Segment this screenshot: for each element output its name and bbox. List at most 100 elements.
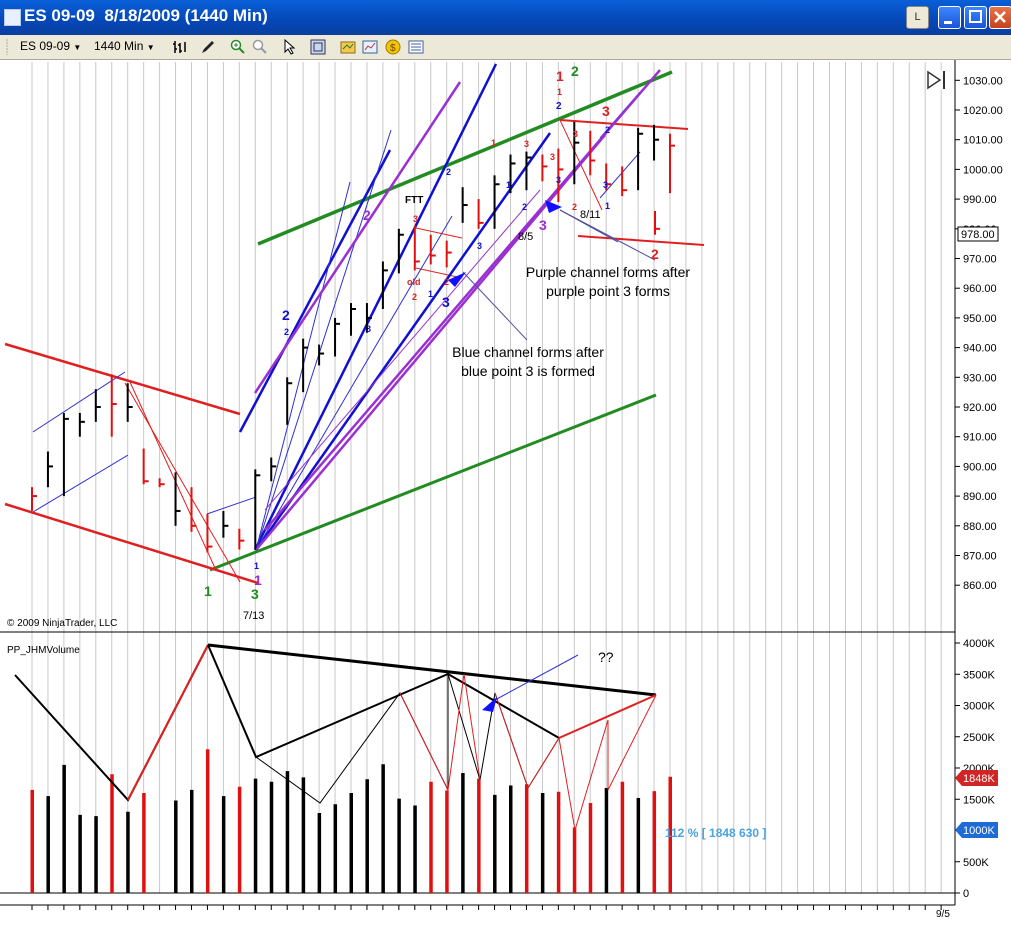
purple-note-line1: Purple channel forms after [526, 264, 691, 280]
price-bar [669, 133, 675, 194]
chart-panel[interactable]: 1030.001020.001010.001000.00990.00980.00… [0, 60, 1011, 925]
green-point-2: 2 [571, 63, 579, 79]
red-thin-line [415, 227, 463, 239]
red-thin-line [415, 267, 463, 279]
minimize-button[interactable] [938, 6, 961, 29]
play-end-icon [927, 70, 942, 90]
volume-bar [588, 803, 593, 893]
purple-callout-line [559, 209, 656, 261]
blue-point-3-small: 3 [603, 180, 608, 190]
volume-bar [94, 816, 98, 893]
volume-bar [205, 749, 210, 893]
price-bar [461, 187, 468, 223]
volume-level-label: 1000K [963, 825, 995, 837]
blue-callout-line [462, 271, 528, 341]
price-bar [190, 487, 197, 532]
volume-tick-label: 3000K [963, 701, 995, 713]
green-channel-lower [209, 393, 657, 572]
blue-point-1-small: 1 [605, 201, 610, 211]
price-tick-label: 910.00 [963, 432, 997, 444]
price-tick-label: 900.00 [963, 461, 997, 473]
last-price-label: 978.00 [961, 229, 995, 241]
price-bar [445, 240, 452, 268]
drawing-tools-icon[interactable] [200, 39, 216, 55]
red-point-2: 2 [651, 246, 659, 262]
red-point-2-small: 2 [572, 202, 577, 212]
ftt-label: FTT [405, 195, 423, 206]
bar-style-icon[interactable] [172, 39, 188, 55]
red-channel-lower [4, 502, 259, 585]
blue-point-1: 1 [254, 561, 259, 571]
link-button[interactable]: L [906, 6, 929, 29]
data-box-icon[interactable] [408, 39, 424, 55]
volume-bar [381, 764, 385, 893]
price-tick-label: 1030.00 [963, 75, 1003, 87]
volume-bar [253, 778, 258, 893]
price-bar [637, 127, 644, 191]
blue-note-line2: blue point 3 is formed [461, 363, 595, 379]
red-point-3-small: 3 [524, 139, 529, 149]
red-flag-upper [559, 119, 689, 130]
time-axis [31, 905, 942, 910]
close-icon [994, 11, 1006, 23]
volume-bar [30, 789, 34, 893]
blue-point-2-small: 2 [605, 125, 610, 135]
volume-bar [301, 777, 306, 893]
red-point-3: 3 [602, 103, 610, 119]
price-bar [413, 225, 420, 271]
blue-note-line1: Blue channel forms after [452, 344, 604, 360]
volume-bar [349, 793, 353, 893]
indicators-icon[interactable] [340, 39, 356, 55]
price-bar [110, 374, 117, 437]
orders-icon[interactable]: $ [385, 39, 401, 55]
blue-point-3: 3 [442, 294, 450, 310]
blue-point-2-small: 2 [284, 327, 289, 337]
price-tick-label: 950.00 [963, 313, 997, 325]
price-bar [254, 469, 261, 550]
price-bar [126, 383, 133, 422]
window-title: ES 09-09 8/18/2009 (1440 Min) [24, 6, 268, 25]
crosshair-icon[interactable] [310, 39, 326, 55]
price-bar [78, 412, 85, 437]
price-bars [31, 121, 675, 553]
zoom-in-icon[interactable] [230, 39, 246, 55]
blue-channel-line [253, 63, 498, 551]
volume-bar [509, 785, 513, 893]
blue-point-2-small: 2 [522, 202, 527, 212]
instrument-selector[interactable]: ES 09-09 ▼ [20, 39, 81, 53]
strategies-icon[interactable] [362, 39, 378, 55]
chevron-down-icon: ▼ [146, 43, 155, 52]
interval-selector[interactable]: 1440 Min ▼ [94, 39, 155, 53]
price-bar [286, 377, 293, 425]
price-tick-label: 920.00 [963, 402, 997, 414]
copyright-label: © 2009 NinjaTrader, LLC [7, 618, 117, 629]
price-bar [334, 317, 341, 357]
green-channel-upper [257, 70, 673, 246]
pointer-icon[interactable] [282, 39, 298, 55]
zoom-out-icon[interactable] [252, 39, 268, 55]
price-chart-svg[interactable]: 1030.001020.001010.001000.00990.00980.00… [0, 60, 1011, 925]
price-tick-label: 890.00 [963, 491, 997, 503]
scroll-end-button[interactable] [926, 70, 948, 90]
maximize-button[interactable] [964, 6, 987, 29]
date-label-7-13: 7/13 [243, 610, 264, 622]
green-point-1: 1 [204, 583, 212, 599]
purple-point-2: 2 [363, 207, 371, 223]
volume-bar [317, 813, 322, 893]
volume-bar [668, 776, 672, 893]
volume-bar [221, 796, 226, 893]
volume-bar [429, 781, 433, 893]
price-bar [31, 487, 37, 511]
red-flag-lower [577, 235, 705, 246]
zigzag-red [127, 644, 209, 801]
title-bar: ES 09-09 8/18/2009 (1440 Min) L [0, 0, 1011, 35]
blue-channel-line [238, 149, 392, 433]
price-bar [318, 344, 325, 366]
instrument-label: ES 09-09 [20, 39, 71, 53]
interval-label: 1440 Min [94, 39, 144, 53]
close-button[interactable] [989, 6, 1011, 29]
blue-point-2: 2 [556, 101, 562, 112]
volume-pointer-line [494, 654, 579, 701]
zigzag-red [558, 694, 657, 739]
price-bar [573, 121, 580, 185]
